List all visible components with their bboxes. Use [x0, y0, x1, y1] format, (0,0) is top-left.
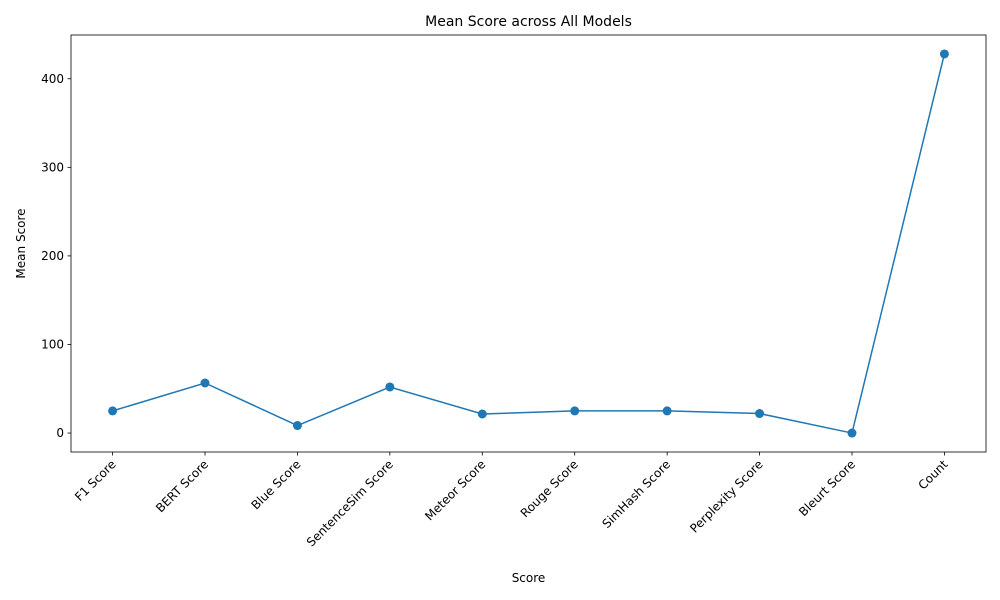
y-axis-label: Mean Score	[14, 208, 28, 278]
x-axis-ticks: F1 Score BERT Score Blue Score SentenceSim …	[72, 452, 951, 549]
chart-title: Mean Score across All Models	[425, 14, 632, 30]
data-point	[200, 378, 210, 388]
plot-area	[71, 35, 986, 452]
data-point	[570, 406, 580, 416]
y-tick-label: 300	[41, 160, 64, 174]
y-tick-label: 0	[56, 426, 64, 440]
data-point	[108, 406, 118, 416]
x-tick-label: SentenceSim Score	[304, 457, 396, 549]
y-tick-label: 200	[41, 249, 64, 263]
y-axis-ticks: 0 100 200 300 400	[41, 72, 71, 440]
x-tick-label: BERT Score	[153, 457, 211, 515]
data-point	[847, 428, 857, 438]
data-point	[292, 421, 302, 431]
data-point	[477, 409, 487, 419]
series-line	[112, 53, 946, 434]
x-tick-label: Count	[915, 457, 950, 492]
x-tick-label: Meteor Score	[422, 457, 488, 523]
x-axis-label: Score	[512, 571, 546, 585]
x-tick-label: SimHash Score	[599, 457, 673, 531]
data-point	[385, 382, 395, 392]
x-tick-label: F1 Score	[72, 457, 119, 504]
data-point	[755, 409, 765, 419]
y-tick-label: 100	[41, 337, 64, 351]
data-point	[939, 49, 949, 59]
x-tick-label: Blue Score	[248, 457, 303, 512]
x-tick-label: Perplexity Score	[687, 457, 765, 535]
x-tick-label: Bleurt Score	[796, 457, 858, 519]
x-tick-label: Rouge Score	[518, 457, 581, 520]
data-points	[108, 49, 949, 438]
data-point	[662, 406, 672, 416]
y-tick-label: 400	[41, 72, 64, 86]
plot-frame	[70, 34, 987, 453]
